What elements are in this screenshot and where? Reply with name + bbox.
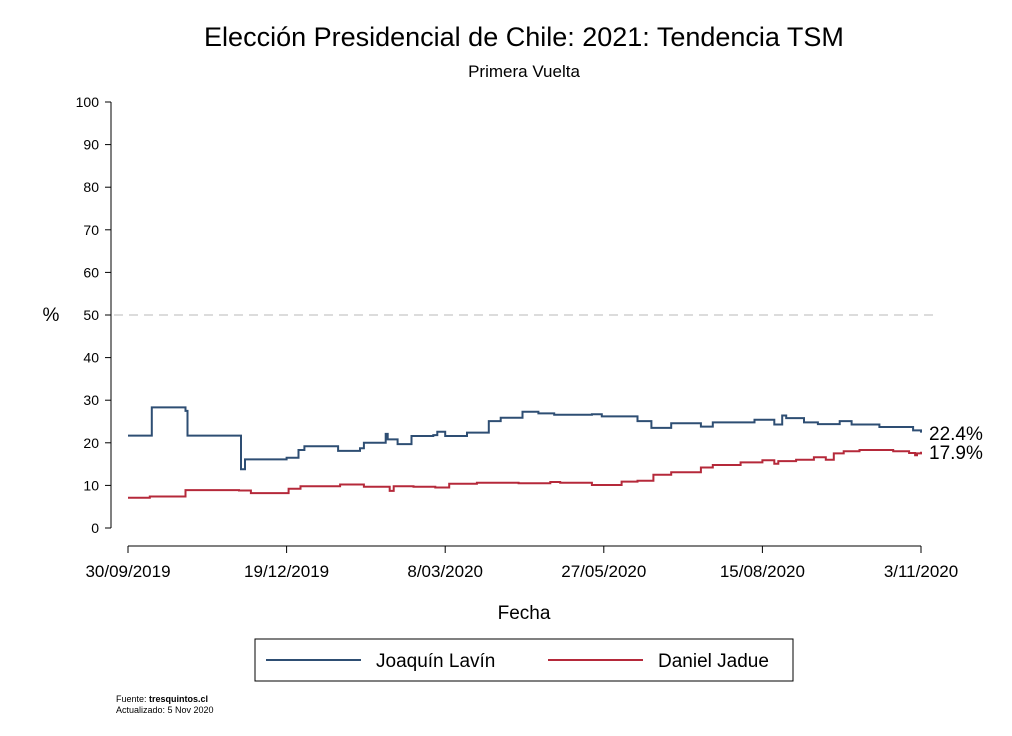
x-tick-label: 19/12/2019	[244, 562, 329, 581]
y-tick-label: 70	[83, 222, 99, 238]
y-tick-label: 80	[83, 179, 99, 195]
x-axis-label: Fecha	[498, 603, 551, 624]
y-tick-label: 10	[83, 477, 99, 493]
y-tick-label: 30	[83, 392, 99, 408]
y-tick-label: 0	[91, 520, 99, 536]
chart-subtitle: Primera Vuelta	[468, 62, 580, 81]
legend: Joaquín Lavín Daniel Jadue	[254, 638, 794, 682]
y-axis-label: %	[43, 305, 60, 326]
footnote: Fuente: tresquintos.cl Actualizado: 5 No…	[116, 694, 214, 715]
end-label-lavin: 22.4%	[929, 424, 983, 445]
x-tick-label: 8/03/2020	[407, 562, 483, 581]
y-tick-label: 40	[83, 350, 99, 366]
x-tick-label: 15/08/2020	[720, 562, 805, 581]
y-tick-label: 90	[83, 137, 99, 153]
y-tick-label: 100	[76, 94, 100, 110]
footnote-source-name: tresquintos.cl	[149, 694, 208, 704]
legend-label-jadue: Daniel Jadue	[658, 651, 769, 672]
chart-title: Elección Presidencial de Chile: 2021: Te…	[204, 22, 844, 52]
chart-axes: 0 10 20 30 40 50 60 70 80 90 100 30/09/2019 19/12/20…	[76, 94, 959, 581]
y-tick-label: 60	[83, 264, 99, 280]
x-tick-label: 27/05/2020	[561, 562, 646, 581]
y-tick-label: 20	[83, 435, 99, 451]
legend-box	[254, 638, 794, 682]
legend-label-lavin: Joaquín Lavín	[376, 651, 495, 672]
series-layer	[128, 406, 922, 499]
x-tick-label: 3/11/2020	[884, 562, 958, 581]
end-label-jadue: 17.9%	[929, 443, 983, 464]
series-line-lavin	[128, 406, 922, 471]
footnote-source: Fuente: tresquintos.cl	[116, 694, 208, 704]
footnote-source-prefix: Fuente:	[116, 694, 149, 704]
end-labels: 22.4%17.9%	[929, 424, 983, 464]
y-tick-label: 50	[83, 307, 99, 323]
series-line-jadue	[128, 449, 922, 499]
footnote-updated: Actualizado: 5 Nov 2020	[116, 705, 214, 715]
x-tick-label: 30/09/2019	[85, 562, 170, 581]
